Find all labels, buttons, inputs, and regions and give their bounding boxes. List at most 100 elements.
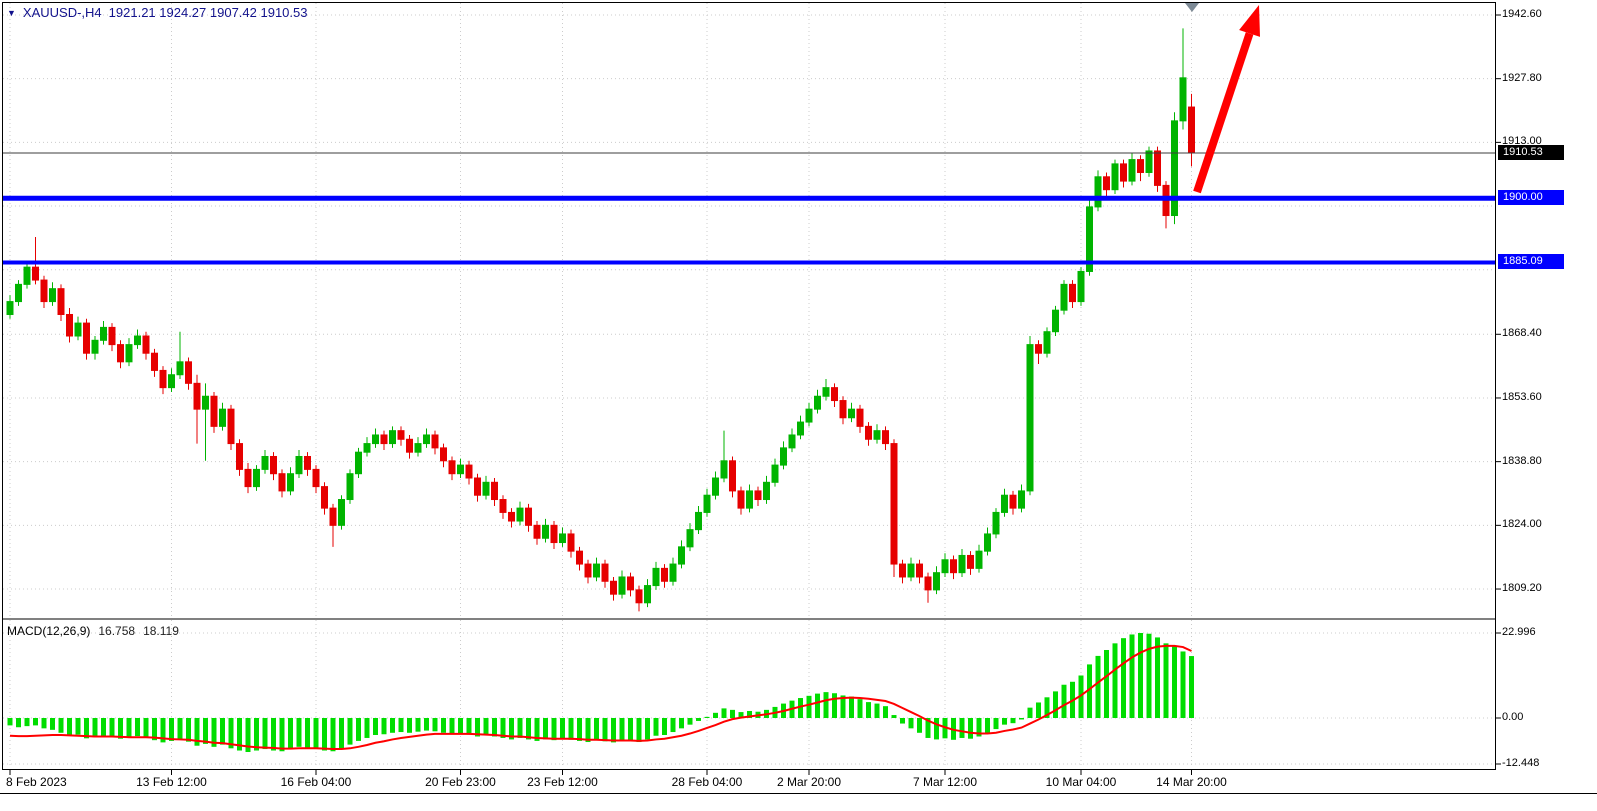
candle-body	[142, 335, 150, 354]
candle-body	[661, 567, 668, 582]
macd-histogram-bar	[1163, 643, 1169, 718]
candle-body	[261, 455, 269, 470]
macd-histogram-bar	[704, 716, 710, 718]
macd-histogram-bar	[636, 718, 642, 743]
candle-body	[1145, 150, 1153, 173]
candle-body	[873, 430, 881, 440]
macd-panel-border	[2, 618, 1496, 770]
macd-histogram-bar	[84, 718, 89, 739]
candle-body	[771, 464, 779, 483]
macd-histogram-bar	[840, 695, 846, 718]
candle-body	[644, 585, 651, 604]
macd-histogram-bar	[143, 718, 149, 738]
candle-body	[346, 473, 354, 501]
candle-body	[678, 546, 685, 565]
price-axis[interactable]: 1942.60 1927.80 1913.00 1868.40 1853.60 1838.…	[1497, 0, 1597, 811]
time-axis[interactable]: 8 Feb 2023 13 Feb 12:00 16 Feb 04:00 20 Feb…	[0, 770, 1597, 794]
macd-histogram-bar	[7, 718, 13, 726]
macd-histogram-bar	[24, 718, 30, 727]
macd-histogram-bar	[832, 693, 837, 718]
macd-histogram-bar	[721, 708, 727, 718]
time-axis-label: 8 Feb 2023	[6, 775, 67, 789]
time-axis-label: 2 Mar 20:00	[776, 775, 842, 789]
macd-histogram-bar	[245, 718, 251, 753]
candle-body	[584, 563, 592, 578]
macd-histogram-bar	[747, 710, 752, 718]
macd-histogram-bar	[696, 718, 701, 721]
candle-body	[457, 464, 464, 475]
macd-histogram-bar	[1121, 638, 1126, 718]
macd-histogram-bar	[543, 718, 548, 740]
candle-body	[542, 524, 549, 539]
macd-histogram-bar	[160, 718, 166, 743]
candle-body	[1188, 106, 1195, 154]
macd-histogram-bar	[628, 718, 633, 741]
candle-body	[984, 533, 991, 552]
candle-body	[882, 430, 889, 445]
macd-histogram-bar	[92, 718, 98, 738]
time-axis-label: 20 Feb 23:00	[425, 775, 496, 789]
macd-name: MACD(12,26,9)	[7, 624, 91, 638]
macd-histogram-bar	[1087, 664, 1092, 718]
macd-histogram-bar	[177, 718, 183, 740]
candle-body	[975, 550, 983, 569]
candle-body	[907, 563, 915, 578]
macd-histogram-bar	[475, 718, 480, 737]
macd-histogram-bar	[611, 718, 616, 743]
candle-body	[1043, 331, 1051, 354]
candle-body	[1026, 344, 1034, 492]
macd-histogram-bar	[313, 718, 319, 750]
macd-histogram-bar	[1129, 634, 1135, 718]
trend-arrow-head[interactable]	[1239, 5, 1260, 37]
candle-body	[933, 572, 940, 591]
macd-histogram-bar	[917, 718, 922, 733]
candle-body	[967, 554, 974, 569]
candle-body	[83, 322, 90, 354]
candle-body	[134, 335, 141, 346]
candle-body	[848, 408, 855, 419]
candle-body	[754, 490, 762, 501]
macd-histogram-bar	[194, 718, 200, 746]
candle-body	[380, 434, 388, 445]
candle-body	[448, 460, 456, 475]
macd-histogram-bar	[101, 718, 106, 736]
macd-histogram-bar	[16, 718, 21, 728]
macd-histogram-bar	[1010, 718, 1016, 724]
macd-main-value: 16.758	[98, 624, 136, 638]
macd-histogram-bar	[58, 718, 64, 733]
ohlc-values: 1921.21 1924.27 1907.42 1910.53	[108, 5, 308, 20]
macd-histogram-bar	[449, 718, 455, 735]
candle-body	[525, 507, 532, 526]
macd-histogram-bar	[959, 718, 965, 738]
macd-histogram-bar	[305, 718, 310, 748]
trend-arrow-shaft[interactable]	[1193, 32, 1254, 194]
candle-body	[822, 387, 830, 397]
candle-body	[244, 468, 252, 488]
candle-body	[193, 382, 201, 410]
macd-signal-line	[9, 644, 1192, 751]
candle-body	[125, 344, 133, 363]
collapse-indicators-icon[interactable]: ▼	[7, 7, 16, 18]
candle-body	[729, 460, 736, 492]
candle-body	[627, 576, 634, 591]
macd-histogram-bar	[1044, 697, 1050, 718]
macd-histogram-bar	[237, 718, 242, 751]
macd-histogram-bar	[373, 718, 378, 736]
candle-body	[831, 387, 838, 402]
candle-body	[610, 580, 617, 595]
candle-body	[890, 443, 898, 565]
candle-body	[695, 511, 702, 531]
macd-histogram-bar	[670, 718, 676, 733]
candle-body	[1060, 283, 1068, 311]
macd-histogram-bar	[551, 718, 557, 741]
price-axis-label: 1868.40	[1502, 327, 1542, 340]
macd-histogram-bar	[900, 718, 905, 724]
macd-histogram-bar	[968, 718, 973, 739]
macd-histogram-bar	[602, 718, 608, 742]
candle-body	[1111, 163, 1119, 191]
macd-histogram-bar	[934, 718, 939, 740]
candle-body	[406, 438, 413, 453]
candle-body	[6, 301, 14, 315]
